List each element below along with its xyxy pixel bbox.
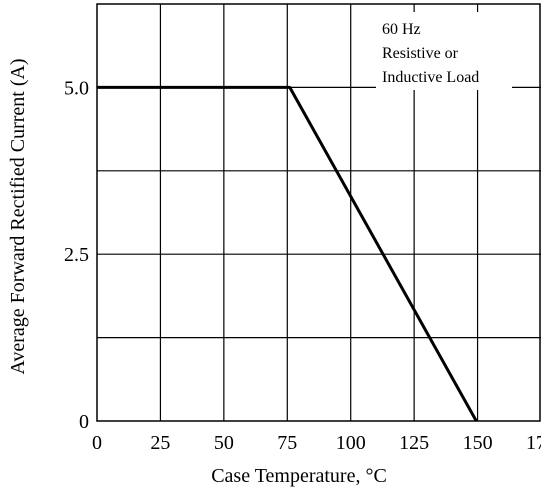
annotation-line: 60 Hz [382, 21, 421, 38]
x-tick-label: 0 [92, 432, 102, 454]
x-tick-label: 150 [463, 432, 493, 454]
x-tick-label: 100 [336, 432, 366, 454]
y-tick-labels: 0 2.5 5.0 [64, 77, 89, 433]
annotation-background [376, 12, 512, 90]
y-tick-label: 0 [79, 411, 89, 433]
series-layer [97, 85, 478, 422]
y-axis-label: Average Forward Rectified Current (A) [7, 58, 29, 374]
x-tick-label: 25 [150, 432, 170, 454]
x-axis-label: Case Temperature, °C [211, 465, 387, 487]
series-line [97, 85, 478, 422]
y-tick-label: 5.0 [64, 77, 89, 99]
annotation-line: Resistive or [382, 45, 459, 62]
horizontal-gridlines [97, 86, 541, 339]
x-tick-labels: 0 25 50 75 100 125 150 175 [92, 432, 541, 454]
annotation-line: Inductive Load [382, 69, 479, 86]
x-tick-label: 50 [214, 432, 234, 454]
x-tick-label: 75 [277, 432, 297, 454]
plot-frame [96, 3, 541, 422]
annotation: 60 Hz Resistive or Inductive Load [376, 12, 512, 90]
x-tick-label: 125 [399, 432, 429, 454]
x-tick-label: 175 [526, 432, 541, 454]
y-tick-label: 2.5 [64, 244, 89, 266]
